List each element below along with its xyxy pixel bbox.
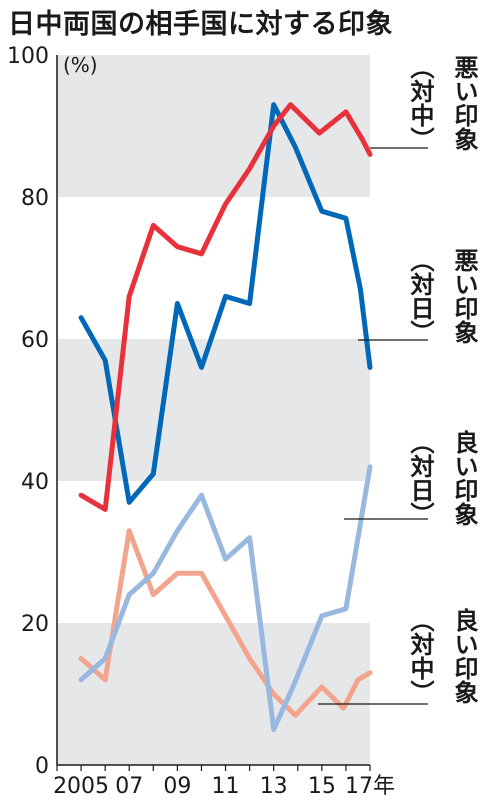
x-tick-label: 07 xyxy=(115,774,143,799)
y-tick-label: 100 xyxy=(7,44,49,69)
series-label-bad-japan: 悪い印象 （対日） xyxy=(406,248,478,378)
series-label-bad-china: 悪い印象 （対中） xyxy=(406,55,478,185)
chart-title: 日中両国の相手国に対する印象 xyxy=(8,9,393,40)
x-tick-label: 2005 xyxy=(53,774,109,799)
grid-band xyxy=(57,623,370,765)
series-line-bad-japan xyxy=(78,102,373,505)
y-tick-label: 0 xyxy=(35,754,49,779)
series-label-name: 悪い印象 xyxy=(450,248,478,344)
grid-band xyxy=(57,55,370,197)
series-label-good-china: 良い印象 （対中） xyxy=(406,608,478,738)
series-label-paren: （対中） xyxy=(406,608,434,704)
series-line-bad-china xyxy=(78,102,373,512)
y-tick-label: 60 xyxy=(21,328,49,353)
series-label-paren: （対日） xyxy=(406,248,434,344)
y-tick-label: 40 xyxy=(21,470,49,495)
x-tick-label: 15 xyxy=(308,774,336,799)
series-label-paren: （対中） xyxy=(406,55,434,151)
x-tick-label: 13 xyxy=(260,774,288,799)
series-label-good-japan: 良い印象 （対日） xyxy=(406,430,478,560)
x-tick-label: 11 xyxy=(212,774,240,799)
series-label-name: 良い印象 xyxy=(450,608,478,704)
series-label-paren: （対日） xyxy=(406,430,434,526)
x-tick-label: 17年 xyxy=(345,774,395,799)
series-label-name: 悪い印象 xyxy=(450,55,478,151)
series-line-good-china xyxy=(78,528,373,718)
x-tick-label: 09 xyxy=(163,774,191,799)
series-line-good-japan xyxy=(78,464,373,732)
y-tick-label: 80 xyxy=(21,186,49,211)
series-label-name: 良い印象 xyxy=(450,430,478,526)
y-tick-label: 20 xyxy=(21,612,49,637)
unit-label: (%) xyxy=(63,53,98,77)
